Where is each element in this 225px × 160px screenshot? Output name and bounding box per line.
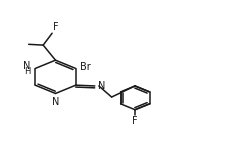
Text: F: F <box>132 116 138 126</box>
Text: N: N <box>52 97 59 107</box>
Text: H: H <box>24 67 30 76</box>
Text: N: N <box>23 61 30 71</box>
Text: Br: Br <box>80 62 91 72</box>
Text: N: N <box>97 81 105 91</box>
Text: F: F <box>53 22 59 32</box>
